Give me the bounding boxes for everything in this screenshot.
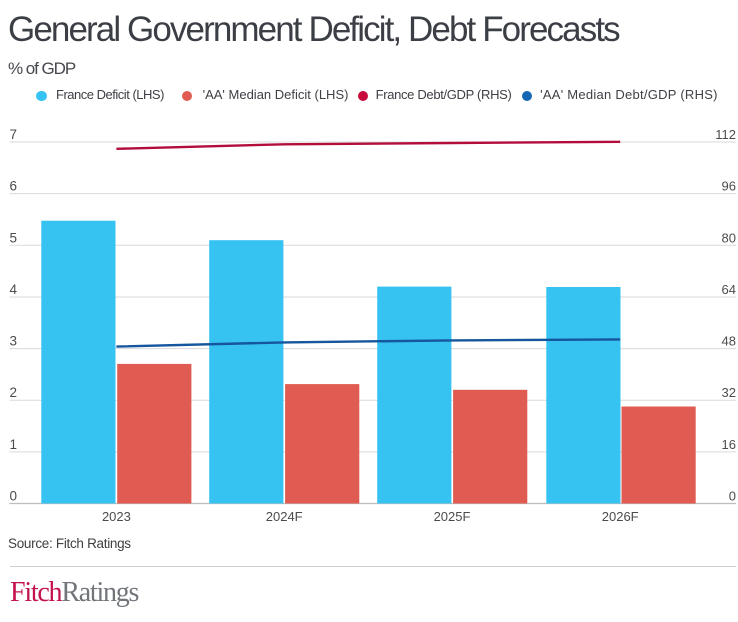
svg-text:112: 112 — [715, 127, 736, 142]
svg-text:2026F: 2026F — [602, 509, 639, 524]
svg-text:96: 96 — [722, 179, 736, 194]
svg-text:7: 7 — [10, 127, 18, 142]
svg-text:16: 16 — [722, 437, 736, 452]
svg-text:80: 80 — [722, 230, 736, 245]
svg-text:6: 6 — [10, 179, 18, 194]
svg-text:1: 1 — [10, 437, 18, 452]
svg-text:4: 4 — [10, 282, 18, 297]
svg-text:2024F: 2024F — [266, 509, 303, 524]
svg-text:3: 3 — [10, 334, 18, 349]
svg-text:48: 48 — [722, 334, 736, 349]
svg-text:2: 2 — [10, 385, 18, 400]
svg-text:32: 32 — [722, 385, 736, 400]
svg-text:64: 64 — [722, 282, 736, 297]
svg-text:5: 5 — [10, 230, 18, 245]
svg-text:0: 0 — [729, 489, 736, 504]
svg-text:0: 0 — [10, 489, 18, 504]
svg-text:2025F: 2025F — [434, 509, 471, 524]
svg-text:2023: 2023 — [102, 509, 131, 524]
